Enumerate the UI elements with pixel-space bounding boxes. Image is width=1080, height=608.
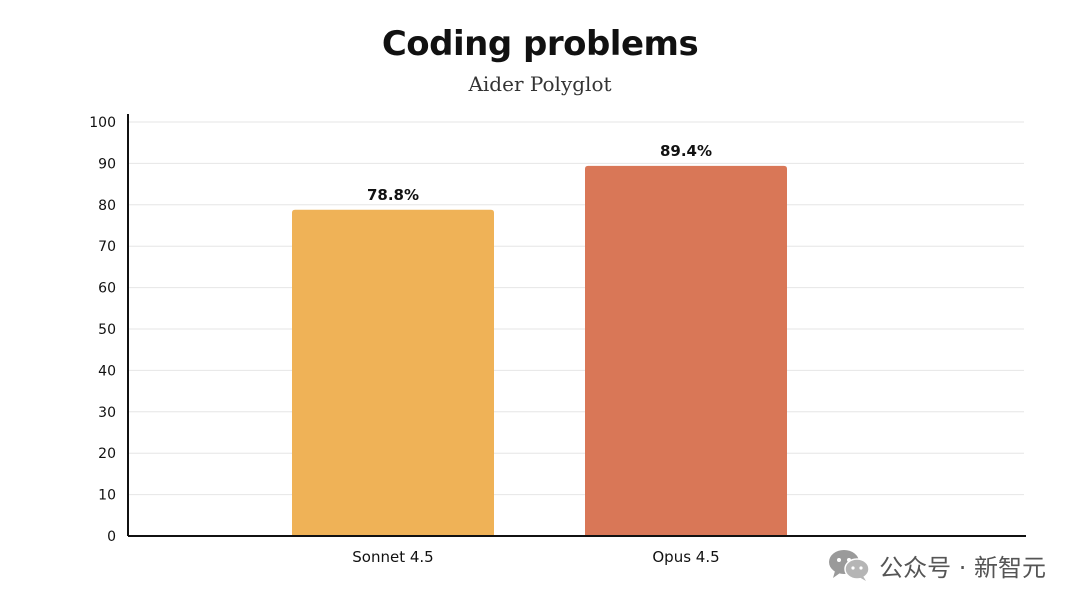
chart-title: Coding problems xyxy=(381,24,699,64)
bar-opus-4-5 xyxy=(585,165,787,536)
data-label: 78.8% xyxy=(367,186,419,204)
y-tick-label: 80 xyxy=(98,198,116,214)
y-tick-label: 20 xyxy=(98,446,116,462)
y-tick-label: 90 xyxy=(98,156,116,172)
wechat-icon xyxy=(829,550,870,581)
x-axis-ticks: Sonnet 4.5 Opus 4.5 xyxy=(352,548,719,566)
y-tick-label: 0 xyxy=(107,529,116,545)
y-tick-label: 70 xyxy=(98,239,116,255)
bar-sonnet-4-5 xyxy=(292,209,494,536)
watermark: 公众号 · 新智元 xyxy=(827,548,1046,582)
chart-subtitle: Aider Polyglot xyxy=(468,72,612,96)
y-tick-label: 60 xyxy=(98,281,116,297)
y-tick-label: 10 xyxy=(98,488,116,504)
data-label: 89.4% xyxy=(660,142,712,160)
y-tick-label: 40 xyxy=(98,363,116,379)
y-tick-label: 100 xyxy=(89,115,116,131)
x-tick-label: Sonnet 4.5 xyxy=(352,548,433,566)
y-axis-ticks: 0 10 20 30 40 50 60 70 80 90 100 xyxy=(89,115,116,545)
bars xyxy=(292,165,787,536)
watermark-text: 公众号 · 新智元 xyxy=(879,553,1046,582)
data-labels: 78.8% 89.4% xyxy=(367,142,712,204)
gridlines xyxy=(128,121,1024,496)
x-tick-label: Opus 4.5 xyxy=(652,548,719,566)
y-tick-label: 30 xyxy=(98,405,116,421)
y-tick-label: 50 xyxy=(98,322,116,338)
